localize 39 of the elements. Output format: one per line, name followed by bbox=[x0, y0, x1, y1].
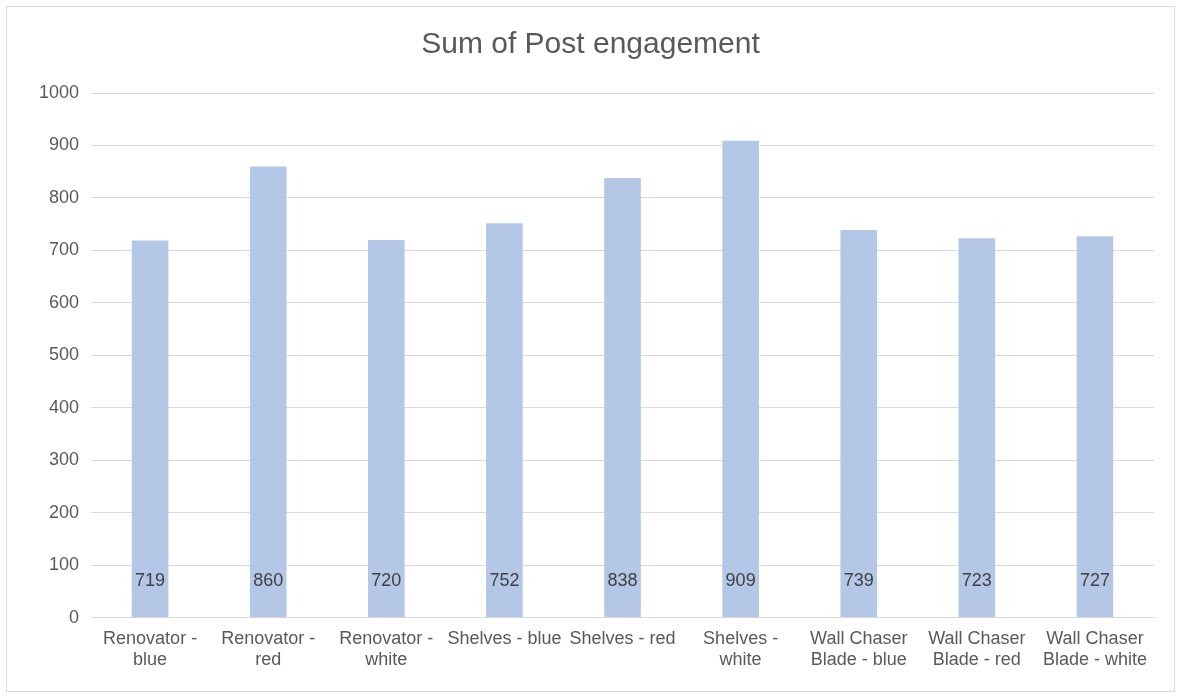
bar bbox=[840, 229, 878, 618]
x-tick-label: Wall Chaser Blade - red bbox=[928, 627, 1026, 670]
bar bbox=[131, 240, 169, 618]
y-tick-label: 400 bbox=[49, 396, 80, 417]
chart-title: Sum of Post engagement bbox=[421, 26, 761, 60]
x-tick-label: Shelves - white bbox=[703, 627, 779, 670]
data-label: 838 bbox=[607, 569, 638, 590]
x-tick-label: Renovator - red bbox=[221, 627, 316, 670]
data-label: 860 bbox=[253, 569, 284, 590]
data-label: 723 bbox=[961, 569, 992, 590]
y-tick-label: 600 bbox=[49, 291, 80, 312]
bar bbox=[958, 238, 996, 618]
x-tick-label: Wall Chaser Blade - blue bbox=[810, 627, 908, 670]
y-tick-label: 900 bbox=[49, 134, 80, 155]
y-tick-label: 100 bbox=[49, 554, 80, 575]
bar bbox=[368, 239, 405, 618]
bar bbox=[722, 140, 759, 618]
data-label: 720 bbox=[371, 569, 402, 590]
x-tick-label: Shelves - red bbox=[569, 627, 676, 648]
y-tick-label: 1000 bbox=[39, 81, 80, 102]
x-tick-label: Shelves - blue bbox=[447, 627, 562, 648]
bar bbox=[604, 178, 641, 618]
data-label: 739 bbox=[843, 569, 874, 590]
bar bbox=[249, 166, 287, 618]
y-tick-label: 500 bbox=[49, 344, 80, 365]
data-label: 752 bbox=[489, 569, 520, 590]
y-tick-label: 0 bbox=[69, 606, 80, 627]
y-tick-label: 200 bbox=[49, 501, 80, 522]
data-label: 719 bbox=[135, 569, 166, 590]
x-tick-label: Renovator - white bbox=[339, 627, 434, 670]
data-label: 909 bbox=[725, 569, 756, 590]
data-label: 727 bbox=[1079, 569, 1110, 590]
y-tick-label: 300 bbox=[49, 449, 80, 470]
bar bbox=[486, 223, 523, 618]
y-tick-label: 700 bbox=[49, 239, 80, 260]
bar bbox=[1076, 236, 1114, 618]
y-tick-label: 800 bbox=[49, 186, 80, 207]
x-tick-label: Wall Chaser Blade - white bbox=[1042, 627, 1147, 670]
x-tick-label: Renovator - blue bbox=[103, 627, 198, 670]
